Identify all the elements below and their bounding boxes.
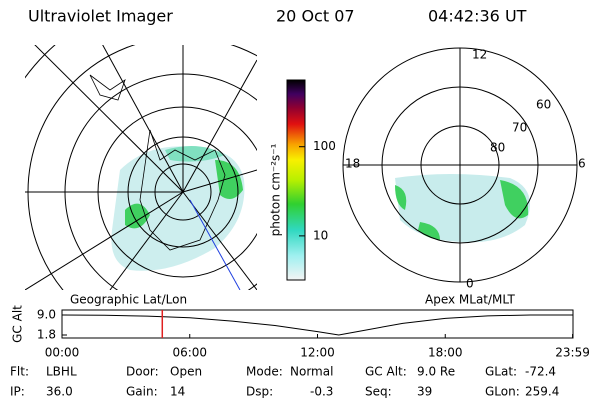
orbit-altitude xyxy=(61,314,573,336)
colorbar-tick-label: 100 xyxy=(313,139,336,153)
map-caption: Geographic Lat/Lon xyxy=(70,293,187,307)
lat-label: 60 xyxy=(536,98,551,112)
y-tick-label: 1.8 xyxy=(37,328,56,342)
colorbar xyxy=(286,79,306,281)
status-label: GC Alt: xyxy=(365,365,407,379)
timeline-ylabel: GC Alt xyxy=(11,305,25,343)
status-value: 39 xyxy=(417,385,432,399)
geographic-map xyxy=(25,45,257,290)
status-label: IP: xyxy=(10,385,25,399)
status-value: 9.0 Re xyxy=(417,365,455,379)
mlt-map xyxy=(342,47,578,283)
status-value: Normal xyxy=(290,365,333,379)
y-tick-label: 9.0 xyxy=(37,308,56,322)
status-value: -0.3 xyxy=(310,385,333,399)
colorbar-tick-label: 10 xyxy=(313,228,328,242)
mlt-label: 0 xyxy=(466,277,474,291)
title: Ultraviolet Imager xyxy=(28,7,173,26)
timeline-frame xyxy=(61,309,574,339)
x-tick-label: 06:00 xyxy=(172,346,207,360)
colorbar-label: photon cm⁻²s⁻¹ xyxy=(269,143,283,236)
x-tick-label: 12:00 xyxy=(300,346,335,360)
mlt-label: 18 xyxy=(345,157,360,171)
status-label: Mode: xyxy=(246,365,283,379)
status-label: Flt: xyxy=(10,365,29,379)
date: 20 Oct 07 xyxy=(276,7,355,26)
status-label: GLon: xyxy=(485,385,520,399)
status-label: GLat: xyxy=(485,365,517,379)
status-label: Door: xyxy=(126,365,159,379)
status-value: 14 xyxy=(170,385,185,399)
status-value: 259.4 xyxy=(525,385,559,399)
map-caption: Apex MLat/MLT xyxy=(425,293,515,307)
status-label: Gain: xyxy=(126,385,158,399)
lat-label: 80 xyxy=(490,141,505,155)
x-tick-label: 00:00 xyxy=(45,346,80,360)
lat-label: 70 xyxy=(512,121,527,135)
status-label: Dsp: xyxy=(246,385,273,399)
mlt-label: 6 xyxy=(578,157,586,171)
x-tick-label: 23:59 xyxy=(555,346,590,360)
x-tick-label: 18:00 xyxy=(428,346,463,360)
mlt-label: 12 xyxy=(472,48,487,62)
status-label: Seq: xyxy=(365,385,392,399)
status-value: -72.4 xyxy=(525,365,556,379)
time: 04:42:36 UT xyxy=(428,7,527,26)
status-value: Open xyxy=(170,365,202,379)
status-value: 36.0 xyxy=(46,385,73,399)
status-value: LBHL xyxy=(46,365,77,379)
